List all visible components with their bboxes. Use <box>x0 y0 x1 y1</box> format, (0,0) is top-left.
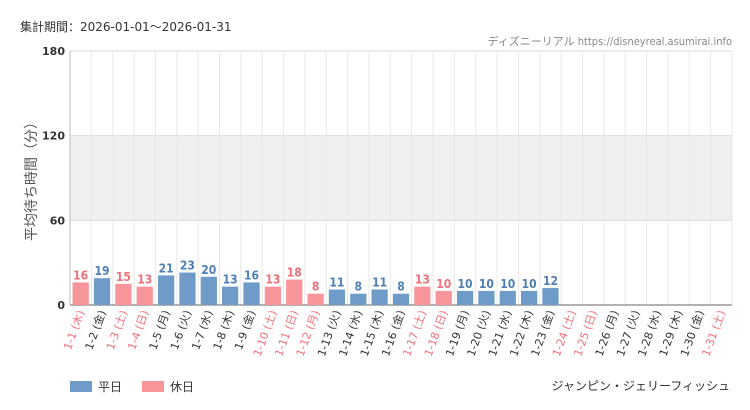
y-tick-label: 180 <box>42 45 65 58</box>
bar <box>115 283 132 305</box>
bar <box>243 282 260 305</box>
bar-value-label: 13 <box>265 273 280 287</box>
legend-holiday-swatch <box>142 381 165 392</box>
source-label: ディズニーリアル https://disneyreal.asumirai.inf… <box>487 35 732 48</box>
bar <box>392 293 410 305</box>
period-label: 集計期間：2026-01-01〜2026-01-31 <box>20 20 232 34</box>
bar <box>72 282 89 305</box>
bar <box>542 288 559 305</box>
bar-value-label: 11 <box>329 275 344 289</box>
y-axis-title: 平均待ち時間（分） <box>24 115 40 241</box>
bar-value-label: 10 <box>500 277 515 291</box>
bar <box>157 275 175 305</box>
bar <box>179 272 196 305</box>
bar-value-label: 13 <box>137 273 152 287</box>
bar-value-label: 11 <box>372 275 387 289</box>
bar-value-label: 10 <box>479 277 494 291</box>
bar <box>136 286 153 305</box>
bar <box>264 286 281 305</box>
legend-weekday-swatch <box>70 381 92 392</box>
bar-value-label: 21 <box>159 261 174 275</box>
legend: 平日 休日 <box>70 378 214 395</box>
bar-value-label: 10 <box>458 277 473 291</box>
bar-value-label: 8 <box>312 280 320 294</box>
bar <box>414 286 431 305</box>
bar-value-label: 18 <box>287 266 302 280</box>
shaded-band <box>70 135 732 221</box>
bar <box>328 289 346 305</box>
bar <box>456 290 474 305</box>
bar-value-label: 23 <box>180 259 195 273</box>
bar <box>521 290 538 305</box>
legend-weekday-label: 平日 <box>98 380 123 394</box>
bar <box>307 293 324 305</box>
bar-value-label: 12 <box>543 274 558 288</box>
bar-value-label: 16 <box>73 268 88 282</box>
bar <box>478 290 495 305</box>
bar-value-label: 20 <box>201 263 216 277</box>
y-tick-label: 0 <box>57 299 65 312</box>
bar-value-label: 13 <box>223 273 238 287</box>
bar <box>350 293 367 305</box>
bar-value-label: 16 <box>244 268 259 282</box>
legend-holiday: 休日 <box>142 378 194 395</box>
legend-weekday: 平日 <box>70 378 122 395</box>
bar <box>371 289 388 305</box>
bar <box>435 290 452 305</box>
bar-value-label: 8 <box>355 280 363 294</box>
bar-value-label: 19 <box>95 264 110 278</box>
attraction-name: ジャンピン・ジェリーフィッシュ <box>551 379 730 393</box>
bar-value-label: 13 <box>415 273 430 287</box>
bar-value-label: 15 <box>116 270 131 284</box>
legend-holiday-label: 休日 <box>170 380 195 394</box>
bar-value-label: 8 <box>397 280 405 294</box>
bar <box>499 290 516 305</box>
y-tick-label: 60 <box>50 214 66 227</box>
y-tick-label: 120 <box>42 130 65 143</box>
bar <box>200 276 217 305</box>
bar-value-label: 10 <box>522 277 537 291</box>
bar-value-label: 10 <box>436 277 451 291</box>
bar <box>93 278 111 305</box>
bar <box>222 286 239 305</box>
bar <box>286 279 303 305</box>
